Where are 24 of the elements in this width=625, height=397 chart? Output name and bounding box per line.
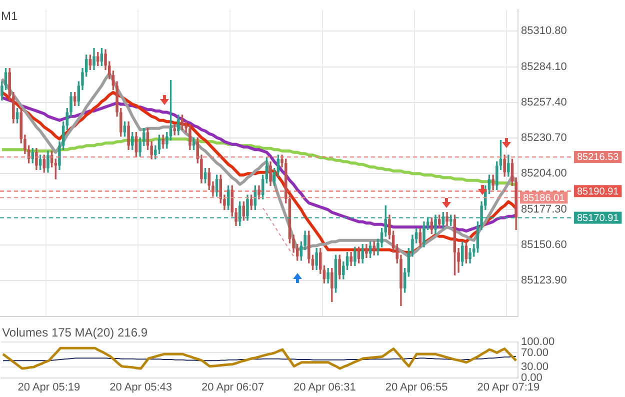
x-tick-label: 20 Apr 06:07 bbox=[202, 381, 264, 394]
x-tick-label: 20 Apr 06:31 bbox=[293, 381, 356, 394]
y-tick-label: 85310.80 bbox=[521, 25, 567, 38]
chart-title: M1 bbox=[1, 8, 18, 23]
ref-line-label: 85216.53 bbox=[577, 152, 620, 164]
ref-line-label: 85186.01 bbox=[523, 192, 566, 204]
ref-line-label: 85190.91 bbox=[577, 186, 620, 198]
y-tick-label: 85123.90 bbox=[521, 274, 567, 287]
x-tick-label: 20 Apr 06:55 bbox=[385, 381, 448, 394]
x-tick-label: 20 Apr 07:19 bbox=[477, 381, 540, 394]
y-tick-label: 0.00 bbox=[521, 372, 542, 384]
y-tick-label: 85150.60 bbox=[521, 238, 567, 251]
text: Volumes 175 MA(20) 216.9 bbox=[2, 325, 148, 340]
y-tick-label: 100.00 bbox=[521, 336, 555, 348]
ref-line-label: 85170.91 bbox=[577, 213, 620, 224]
x-tick-label: 20 Apr 05:43 bbox=[110, 381, 172, 394]
x-tick-label: 20 Apr 05:19 bbox=[18, 381, 80, 394]
y-tick-label: 85284.10 bbox=[521, 60, 567, 73]
y-tick-label: 85230.70 bbox=[521, 132, 567, 144]
y-tick-label: 85257.40 bbox=[521, 96, 567, 108]
y-tick-label: 85204.00 bbox=[521, 168, 567, 180]
y-tick-label: 30.00 bbox=[521, 361, 549, 374]
y-tick-label: 70.00 bbox=[521, 346, 549, 359]
y-tick-label: 85177.30 bbox=[521, 203, 567, 216]
